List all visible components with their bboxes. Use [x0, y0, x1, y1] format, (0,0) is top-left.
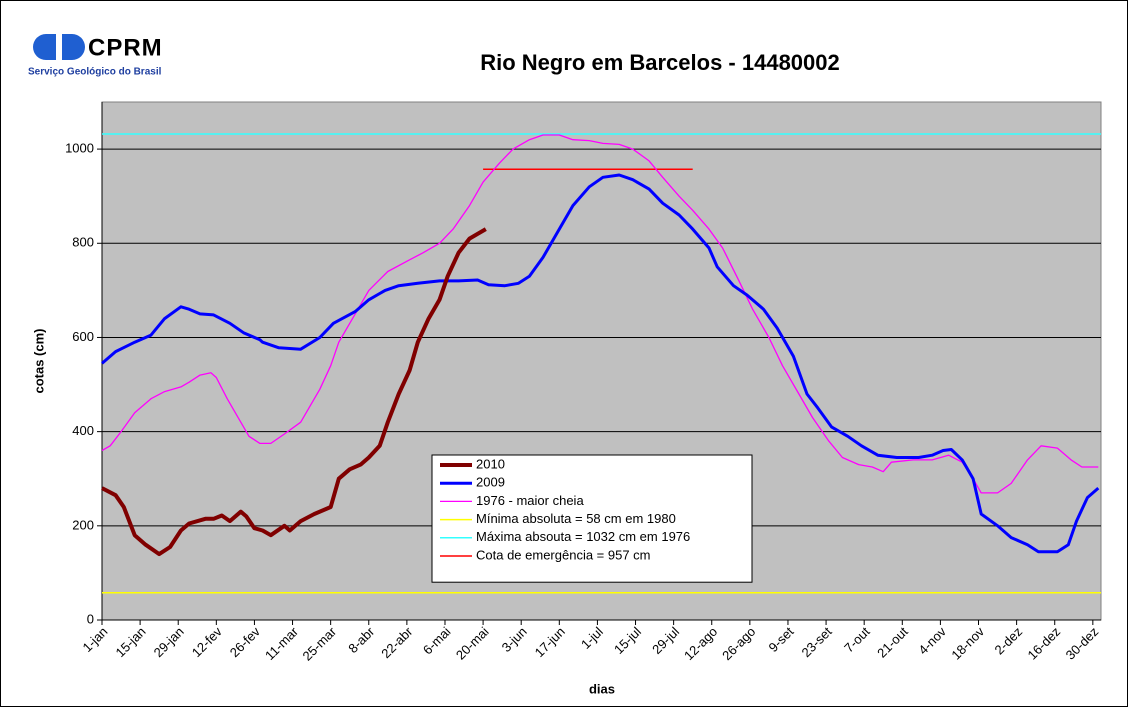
y-tick-label: 1000: [65, 141, 94, 156]
legend-label: 2010: [476, 456, 505, 471]
legend-label: 1976 - maior cheia: [476, 493, 584, 508]
legend-box: [431, 454, 753, 583]
legend: 2010 2009 1976 - maior cheia Mínima absolut…: [431, 454, 753, 583]
x-axis-label: dias: [589, 681, 615, 696]
legend-label: 2009: [476, 475, 505, 490]
legend-label: Máxima absouta = 1032 cm em 1976: [476, 529, 690, 544]
logo-subtitle: Serviço Geológico do Brasil: [28, 67, 162, 78]
y-tick-label: 400: [72, 423, 94, 438]
series-line: [101, 134, 1099, 494]
logo-icon: [33, 34, 85, 60]
series-line: [101, 227, 487, 557]
y-tick-label: 600: [72, 329, 94, 344]
y-axis-label: cotas (cm): [31, 328, 46, 393]
legend-label: Cota de emergência = 957 cm: [476, 547, 651, 562]
chart-title: Rio Negro em Barcelos - 14480002: [480, 50, 840, 75]
logo-name: CPRM: [88, 34, 163, 61]
y-tick-label: 0: [87, 611, 94, 626]
y-tick-label: 800: [72, 235, 94, 250]
y-tick-label: 200: [72, 517, 94, 532]
legend-label: Mínima absoluta = 58 cm em 1980: [476, 511, 676, 526]
series-line: [101, 173, 1100, 554]
